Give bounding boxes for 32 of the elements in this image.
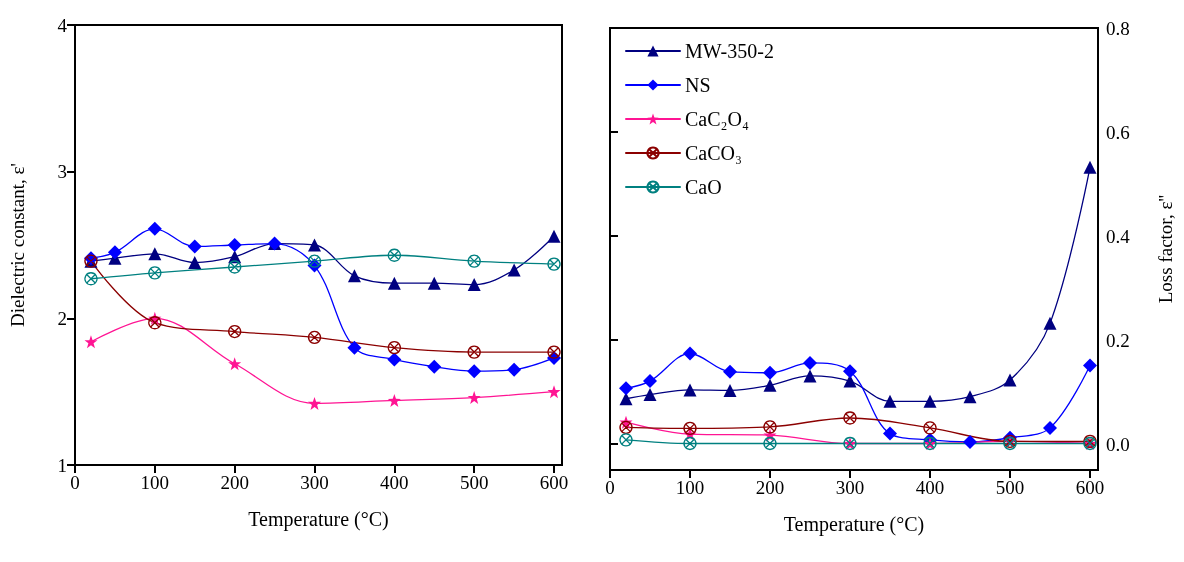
y2-tick-label: 0.6 bbox=[1106, 121, 1130, 143]
x-tick-label: 200 bbox=[220, 472, 249, 493]
legend-label: CaO bbox=[685, 176, 722, 198]
legend-label: NS bbox=[685, 74, 711, 96]
x-tick-label: 100 bbox=[140, 472, 170, 493]
x-tick-label: 500 bbox=[995, 477, 1025, 498]
y2-tick-label: 0.4 bbox=[1106, 225, 1131, 247]
y-axis-title: Dielectric constant, ε' bbox=[7, 163, 28, 327]
x-axis-title: Temperature (°C) bbox=[783, 513, 925, 536]
legend-label: CaC₂O₄ bbox=[685, 108, 749, 130]
y2-tick-label: 0.8 bbox=[1106, 17, 1130, 39]
x-tick-label: 0 bbox=[605, 477, 615, 498]
y2-axis-title: Loss factor, ε'' bbox=[1155, 194, 1176, 304]
x-axis-title: Temperature (°C) bbox=[248, 508, 389, 531]
x-tick-label: 0 bbox=[70, 472, 80, 493]
x-tick-label: 200 bbox=[755, 477, 785, 498]
y-tick-label: 3 bbox=[57, 161, 67, 183]
x-tick-label: 600 bbox=[539, 472, 569, 493]
x-tick-label: 400 bbox=[380, 472, 409, 493]
x-tick-label: 400 bbox=[915, 477, 945, 498]
x-tick-label: 600 bbox=[1075, 477, 1105, 498]
y-tick-label: 2 bbox=[57, 307, 67, 329]
legend-label: CaCO₃ bbox=[685, 142, 742, 164]
x-tick-label: 500 bbox=[459, 472, 489, 493]
x-tick-label: 300 bbox=[300, 472, 329, 493]
legend-label: MW-350-2 bbox=[685, 40, 774, 62]
y-tick-label: 4 bbox=[57, 14, 68, 36]
x-tick-label: 100 bbox=[675, 477, 705, 498]
y-tick-label: 1 bbox=[57, 454, 67, 476]
y2-tick-label: 0.2 bbox=[1106, 329, 1130, 351]
y2-tick-label: 0.0 bbox=[1106, 433, 1130, 455]
x-tick-label: 300 bbox=[835, 477, 865, 498]
